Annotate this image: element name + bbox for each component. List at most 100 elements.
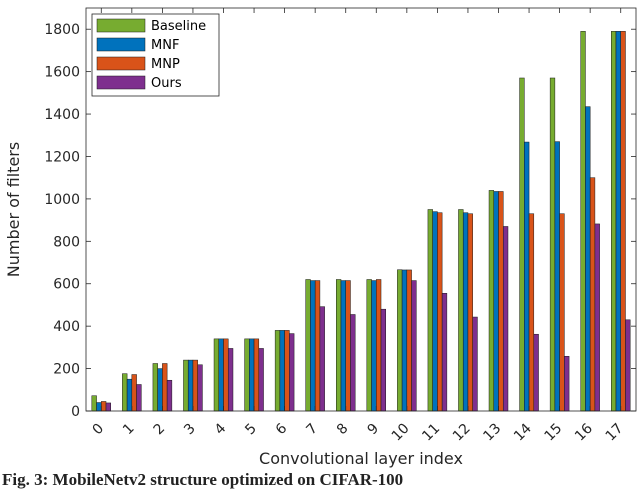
bar-ours-0 <box>105 402 112 412</box>
bar-mnp-11 <box>437 212 443 412</box>
bar-baseline-15 <box>549 77 556 412</box>
bar-mnp-7 <box>314 280 321 412</box>
bar-mnp-17 <box>620 31 626 412</box>
y-tick-label: 1400 <box>44 107 80 123</box>
bar-ours-16 <box>594 223 600 412</box>
bar-mnp-15 <box>559 213 565 412</box>
bar-ours-11 <box>441 293 448 412</box>
x-tick-label: 11 <box>419 421 443 445</box>
bar-baseline-1 <box>122 373 128 412</box>
bar-mnf-6 <box>279 330 285 412</box>
bar-baseline-2 <box>152 363 158 412</box>
x-tick-label: 3 <box>181 421 199 439</box>
bar-mnf-7 <box>310 280 316 412</box>
axes-box <box>85 7 637 412</box>
bar-baseline-0 <box>91 395 97 412</box>
bar-mnp-16 <box>589 177 596 412</box>
figure-caption: Fig. 3: MobileNetv2 structure optimized … <box>2 470 404 489</box>
legend-swatch-mnf <box>96 37 146 52</box>
legend: Baseline MNF MNP Ours <box>91 13 220 97</box>
bar-mnp-4 <box>223 338 229 412</box>
bar-baseline-10 <box>397 269 403 412</box>
x-tick-label: 2 <box>151 421 169 439</box>
y-tick-label: 0 <box>71 404 80 420</box>
bar-baseline-16 <box>580 31 586 412</box>
bar-mnp-8 <box>345 280 351 412</box>
bar-baseline-11 <box>427 209 433 412</box>
x-tick-label: 12 <box>450 421 474 445</box>
bar-mnf-4 <box>218 338 224 412</box>
bar-ours-5 <box>258 348 264 412</box>
legend-label-mnp: MNP <box>151 57 180 72</box>
bar-ours-17 <box>625 319 631 412</box>
bar-mnp-1 <box>131 374 137 412</box>
bar-mnp-0 <box>101 401 107 412</box>
bar-ours-4 <box>227 348 234 412</box>
bar-mnf-17 <box>615 31 621 412</box>
bar-mnf-13 <box>493 191 499 412</box>
bar-mnf-15 <box>554 141 560 412</box>
y-tick-label: 800 <box>53 234 80 250</box>
bar-mnf-12 <box>462 212 469 412</box>
legend-label-baseline: Baseline <box>151 19 206 34</box>
y-tick-label: 200 <box>53 362 80 378</box>
x-tick-label: 1 <box>120 421 138 439</box>
x-tick-label: 5 <box>242 421 260 439</box>
x-tick-label: 14 <box>511 420 535 444</box>
bar-baseline-5 <box>244 338 250 412</box>
bar-ours-12 <box>472 316 478 412</box>
bar-baseline-13 <box>488 190 495 412</box>
y-axis-label: Number of filters <box>4 142 23 277</box>
x-tick-label: 8 <box>334 421 352 439</box>
x-tick-label: 16 <box>572 420 596 444</box>
legend-label-mnf: MNF <box>151 38 179 53</box>
x-tick-label: 10 <box>389 421 413 445</box>
legend-swatch-ours <box>96 75 146 90</box>
bar-baseline-4 <box>213 338 220 412</box>
bar-mnf-3 <box>187 359 194 412</box>
bar-ours-1 <box>136 384 142 412</box>
bar-ours-15 <box>564 356 570 412</box>
bar-ours-13 <box>502 226 509 412</box>
bar-mnf-2 <box>157 368 163 412</box>
y-tick-label: 1600 <box>44 65 80 81</box>
x-tick-label: 6 <box>273 420 291 438</box>
bar-mnp-12 <box>467 213 473 412</box>
bar-baseline-14 <box>519 77 525 412</box>
bar-baseline-17 <box>611 31 617 412</box>
bar-mnf-8 <box>340 280 346 412</box>
x-axis-label: Convolutional layer index <box>259 449 463 468</box>
bar-ours-8 <box>350 314 356 412</box>
bar-ours-3 <box>197 364 203 412</box>
bar-ours-2 <box>166 379 173 412</box>
y-tick-label: 400 <box>53 319 80 335</box>
bar-mnf-9 <box>371 280 377 412</box>
bar-ours-7 <box>319 306 325 412</box>
x-tick-label: 13 <box>480 421 504 445</box>
bar-mnp-9 <box>376 279 382 412</box>
bar-mnp-5 <box>253 338 260 412</box>
bar-baseline-8 <box>336 279 342 412</box>
bar-baseline-6 <box>274 330 281 412</box>
bar-mnp-6 <box>284 330 290 412</box>
bar-mnf-14 <box>524 141 530 412</box>
y-tick-label: 1800 <box>44 22 80 38</box>
bar-mnf-5 <box>249 338 255 412</box>
legend-label-ours: Ours <box>151 76 182 91</box>
y-tick-label: 1200 <box>44 149 80 165</box>
bar-mnp-2 <box>162 363 168 412</box>
bar-ours-10 <box>411 280 417 412</box>
bar-mnp-3 <box>192 359 198 412</box>
x-tick-label: 9 <box>364 421 382 439</box>
bar-mnp-13 <box>498 191 504 412</box>
bar-ours-6 <box>289 333 295 412</box>
bar-baseline-9 <box>366 279 372 412</box>
bar-mnf-0 <box>96 402 102 412</box>
bar-mnf-16 <box>585 106 591 412</box>
x-tick-label: 0 <box>89 421 107 439</box>
bar-baseline-7 <box>305 279 311 412</box>
bar-mnf-11 <box>432 211 438 412</box>
x-tick-label: 17 <box>603 421 627 445</box>
